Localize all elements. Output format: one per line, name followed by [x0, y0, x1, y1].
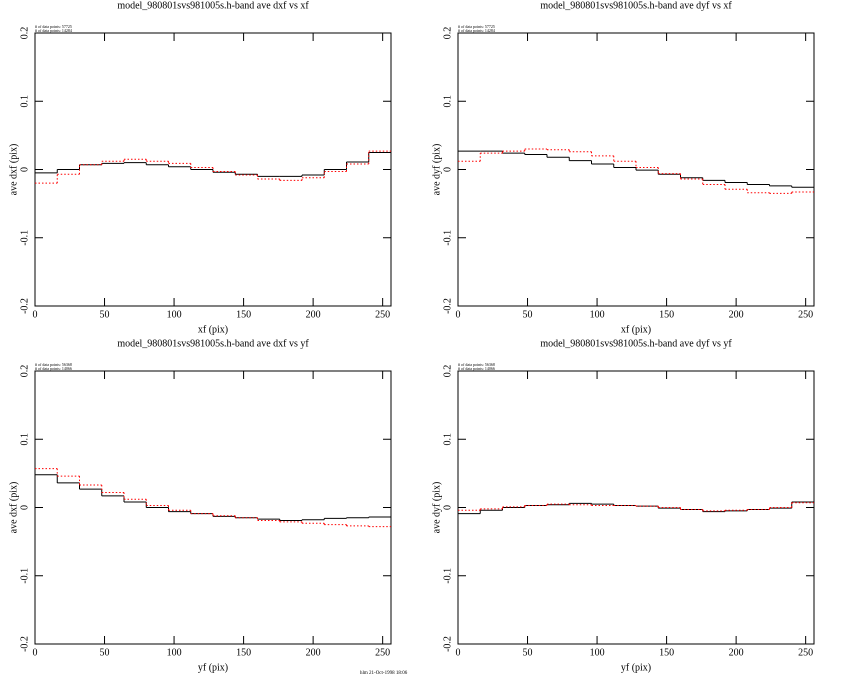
y-tick-label: -0.1 — [19, 568, 30, 584]
x-tick-label: 250 — [375, 309, 390, 320]
x-tick-label: 200 — [729, 647, 744, 658]
annotation: # of data points: 56368 — [35, 362, 72, 367]
y-tick-label: 0.2 — [442, 365, 453, 378]
y-tick-label: 0 — [442, 167, 453, 172]
x-tick-label: 250 — [375, 647, 390, 658]
y-axis-label: ave dxf (pix) — [8, 482, 19, 534]
annotation: # of data points: 56368 — [458, 362, 495, 367]
x-tick-label: 100 — [590, 309, 605, 320]
y-tick-label: -0.2 — [442, 636, 453, 652]
footer: hlm 21-Oct-1998 18:06 — [360, 671, 408, 676]
x-tick-label: 50 — [100, 309, 110, 320]
y-axis-label: ave dxf (pix) — [8, 144, 19, 196]
y-tick-label: -0.2 — [19, 298, 30, 314]
annotation: # of data points: 14284 — [35, 28, 72, 33]
y-tick-label: 0.1 — [19, 95, 30, 108]
x-tick-label: 50 — [523, 309, 533, 320]
x-tick-label: 200 — [729, 309, 744, 320]
x-tick-label: 200 — [306, 309, 321, 320]
x-tick-label: 100 — [167, 647, 182, 658]
x-tick-label: 0 — [456, 309, 461, 320]
annotation: # of data points: 57725 — [35, 24, 72, 29]
chart-title: model_980801svs981005s.h-band ave dxf vs… — [117, 338, 309, 349]
x-tick-label: 0 — [33, 647, 38, 658]
y-axis-label: ave dyf (pix) — [431, 144, 442, 196]
x-axis-label: xf (pix) — [198, 324, 228, 335]
x-tick-label: 50 — [100, 647, 110, 658]
x-tick-label: 250 — [798, 647, 813, 658]
x-axis-label: xf (pix) — [621, 324, 651, 335]
x-tick-label: 100 — [590, 647, 605, 658]
x-tick-label: 150 — [659, 647, 674, 658]
y-tick-label: -0.2 — [19, 636, 30, 652]
y-tick-label: 0.2 — [19, 27, 30, 40]
y-tick-label: 0 — [19, 505, 30, 510]
annotation: # of data points: 14066 — [458, 366, 495, 371]
annotation: # of data points: 57725 — [458, 24, 495, 29]
x-axis-label: yf (pix) — [198, 662, 228, 673]
y-tick-label: 0 — [442, 505, 453, 510]
x-tick-label: 200 — [306, 647, 321, 658]
x-tick-label: 150 — [236, 309, 251, 320]
chart-title: model_980801svs981005s.h-band ave dyf vs… — [540, 0, 732, 11]
x-tick-label: 0 — [456, 647, 461, 658]
y-tick-label: 0 — [19, 167, 30, 172]
x-tick-label: 0 — [33, 309, 38, 320]
x-tick-label: 50 — [523, 647, 533, 658]
y-tick-label: 0.1 — [442, 433, 453, 446]
y-tick-label: -0.1 — [442, 230, 453, 246]
chart-title: model_980801svs981005s.h-band ave dxf vs… — [117, 0, 309, 11]
y-tick-label: -0.2 — [442, 298, 453, 314]
annotation: # of data points: 14066 — [35, 366, 72, 371]
x-tick-label: 150 — [236, 647, 251, 658]
plot-frame — [34, 370, 392, 645]
y-tick-label: -0.1 — [19, 230, 30, 246]
y-tick-label: 0.1 — [442, 95, 453, 108]
annotation: # of data points: 14284 — [458, 28, 495, 33]
chart-title: model_980801svs981005s.h-band ave dyf vs… — [540, 338, 732, 349]
y-tick-label: -0.1 — [442, 568, 453, 584]
y-tick-label: 0.1 — [19, 433, 30, 446]
y-axis-label: ave dyf (pix) — [431, 482, 442, 534]
x-tick-label: 100 — [167, 309, 182, 320]
y-tick-label: 0.2 — [19, 365, 30, 378]
x-tick-label: 150 — [659, 309, 674, 320]
x-axis-label: yf (pix) — [621, 662, 651, 673]
y-tick-label: 0.2 — [442, 27, 453, 40]
x-tick-label: 250 — [798, 309, 813, 320]
